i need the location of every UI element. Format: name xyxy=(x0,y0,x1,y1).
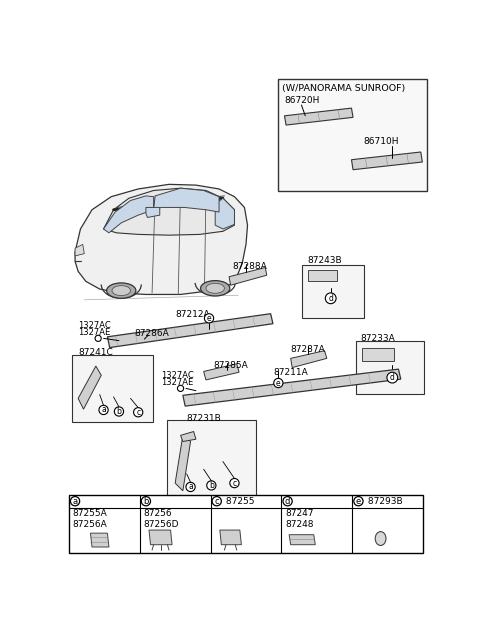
Text: 87243B: 87243B xyxy=(308,256,342,265)
Circle shape xyxy=(114,407,123,416)
Bar xyxy=(69,494,423,553)
Bar xyxy=(361,348,394,361)
Circle shape xyxy=(71,497,80,506)
Polygon shape xyxy=(229,268,267,285)
Text: b: b xyxy=(143,497,149,506)
Text: 87231B: 87231B xyxy=(186,414,221,422)
Text: d: d xyxy=(390,373,395,382)
Text: 87287A: 87287A xyxy=(291,344,325,354)
Circle shape xyxy=(212,497,221,506)
Circle shape xyxy=(274,378,283,388)
Bar xyxy=(302,265,364,318)
Text: a: a xyxy=(188,482,193,491)
Ellipse shape xyxy=(107,283,136,298)
Polygon shape xyxy=(149,530,172,545)
Polygon shape xyxy=(146,208,160,217)
Polygon shape xyxy=(351,152,422,170)
Text: 1327AC: 1327AC xyxy=(161,371,194,381)
Text: c: c xyxy=(136,408,140,417)
Circle shape xyxy=(95,335,101,341)
Bar xyxy=(72,354,153,422)
Text: 86710H: 86710H xyxy=(363,137,398,146)
Circle shape xyxy=(283,497,292,506)
Circle shape xyxy=(178,385,184,391)
Text: d: d xyxy=(328,294,333,302)
Circle shape xyxy=(230,479,239,488)
Circle shape xyxy=(141,497,151,506)
Ellipse shape xyxy=(112,286,131,296)
Text: (W/PANORAMA SUNROOF): (W/PANORAMA SUNROOF) xyxy=(282,84,406,93)
Text: 87247
87248: 87247 87248 xyxy=(285,509,314,529)
Polygon shape xyxy=(291,351,327,368)
Polygon shape xyxy=(204,364,239,380)
Text: a: a xyxy=(72,497,78,506)
Bar xyxy=(168,420,256,499)
Text: 1327AE: 1327AE xyxy=(161,378,193,388)
Polygon shape xyxy=(220,530,241,545)
Text: 87233A: 87233A xyxy=(360,334,395,342)
Text: 1327AE: 1327AE xyxy=(78,328,110,338)
Circle shape xyxy=(133,408,143,417)
Text: 87255: 87255 xyxy=(223,497,254,506)
Ellipse shape xyxy=(206,283,225,293)
Text: 87285A: 87285A xyxy=(214,361,249,371)
Polygon shape xyxy=(75,244,84,256)
Polygon shape xyxy=(108,314,273,348)
Ellipse shape xyxy=(201,281,230,296)
Polygon shape xyxy=(90,533,109,547)
Text: 87288A: 87288A xyxy=(232,262,267,271)
Text: d: d xyxy=(285,497,290,506)
Circle shape xyxy=(99,406,108,414)
Bar xyxy=(308,270,337,281)
Text: b: b xyxy=(117,407,121,416)
Bar xyxy=(278,79,427,191)
Polygon shape xyxy=(180,431,196,441)
Text: 86720H: 86720H xyxy=(285,96,320,105)
Text: c: c xyxy=(232,479,237,488)
Polygon shape xyxy=(154,188,219,212)
Text: 87241C: 87241C xyxy=(78,348,113,358)
Circle shape xyxy=(207,481,216,490)
Circle shape xyxy=(354,497,363,506)
Polygon shape xyxy=(104,188,234,235)
Text: a: a xyxy=(101,406,106,414)
Circle shape xyxy=(186,482,195,492)
Text: 87293B: 87293B xyxy=(365,497,402,506)
Circle shape xyxy=(325,293,336,304)
Polygon shape xyxy=(215,198,234,229)
Ellipse shape xyxy=(375,532,386,546)
Text: 87212A: 87212A xyxy=(175,310,210,319)
Text: 87286A: 87286A xyxy=(134,329,169,338)
Text: 87211A: 87211A xyxy=(273,368,308,377)
Text: c: c xyxy=(215,497,219,506)
Circle shape xyxy=(204,314,214,323)
Polygon shape xyxy=(104,196,154,233)
Text: 87255A
87256A: 87255A 87256A xyxy=(73,509,108,529)
Bar xyxy=(356,341,424,394)
Polygon shape xyxy=(183,369,401,406)
Text: e: e xyxy=(356,497,361,506)
Text: 87256
87256D: 87256 87256D xyxy=(144,509,179,529)
Polygon shape xyxy=(75,184,248,294)
Text: e: e xyxy=(207,314,211,323)
Text: b: b xyxy=(209,481,214,490)
Polygon shape xyxy=(175,436,191,491)
Polygon shape xyxy=(78,366,101,409)
Polygon shape xyxy=(289,535,315,545)
Text: 1327AC: 1327AC xyxy=(78,321,111,331)
Text: e: e xyxy=(276,379,281,388)
Polygon shape xyxy=(285,108,353,125)
Circle shape xyxy=(387,372,398,383)
